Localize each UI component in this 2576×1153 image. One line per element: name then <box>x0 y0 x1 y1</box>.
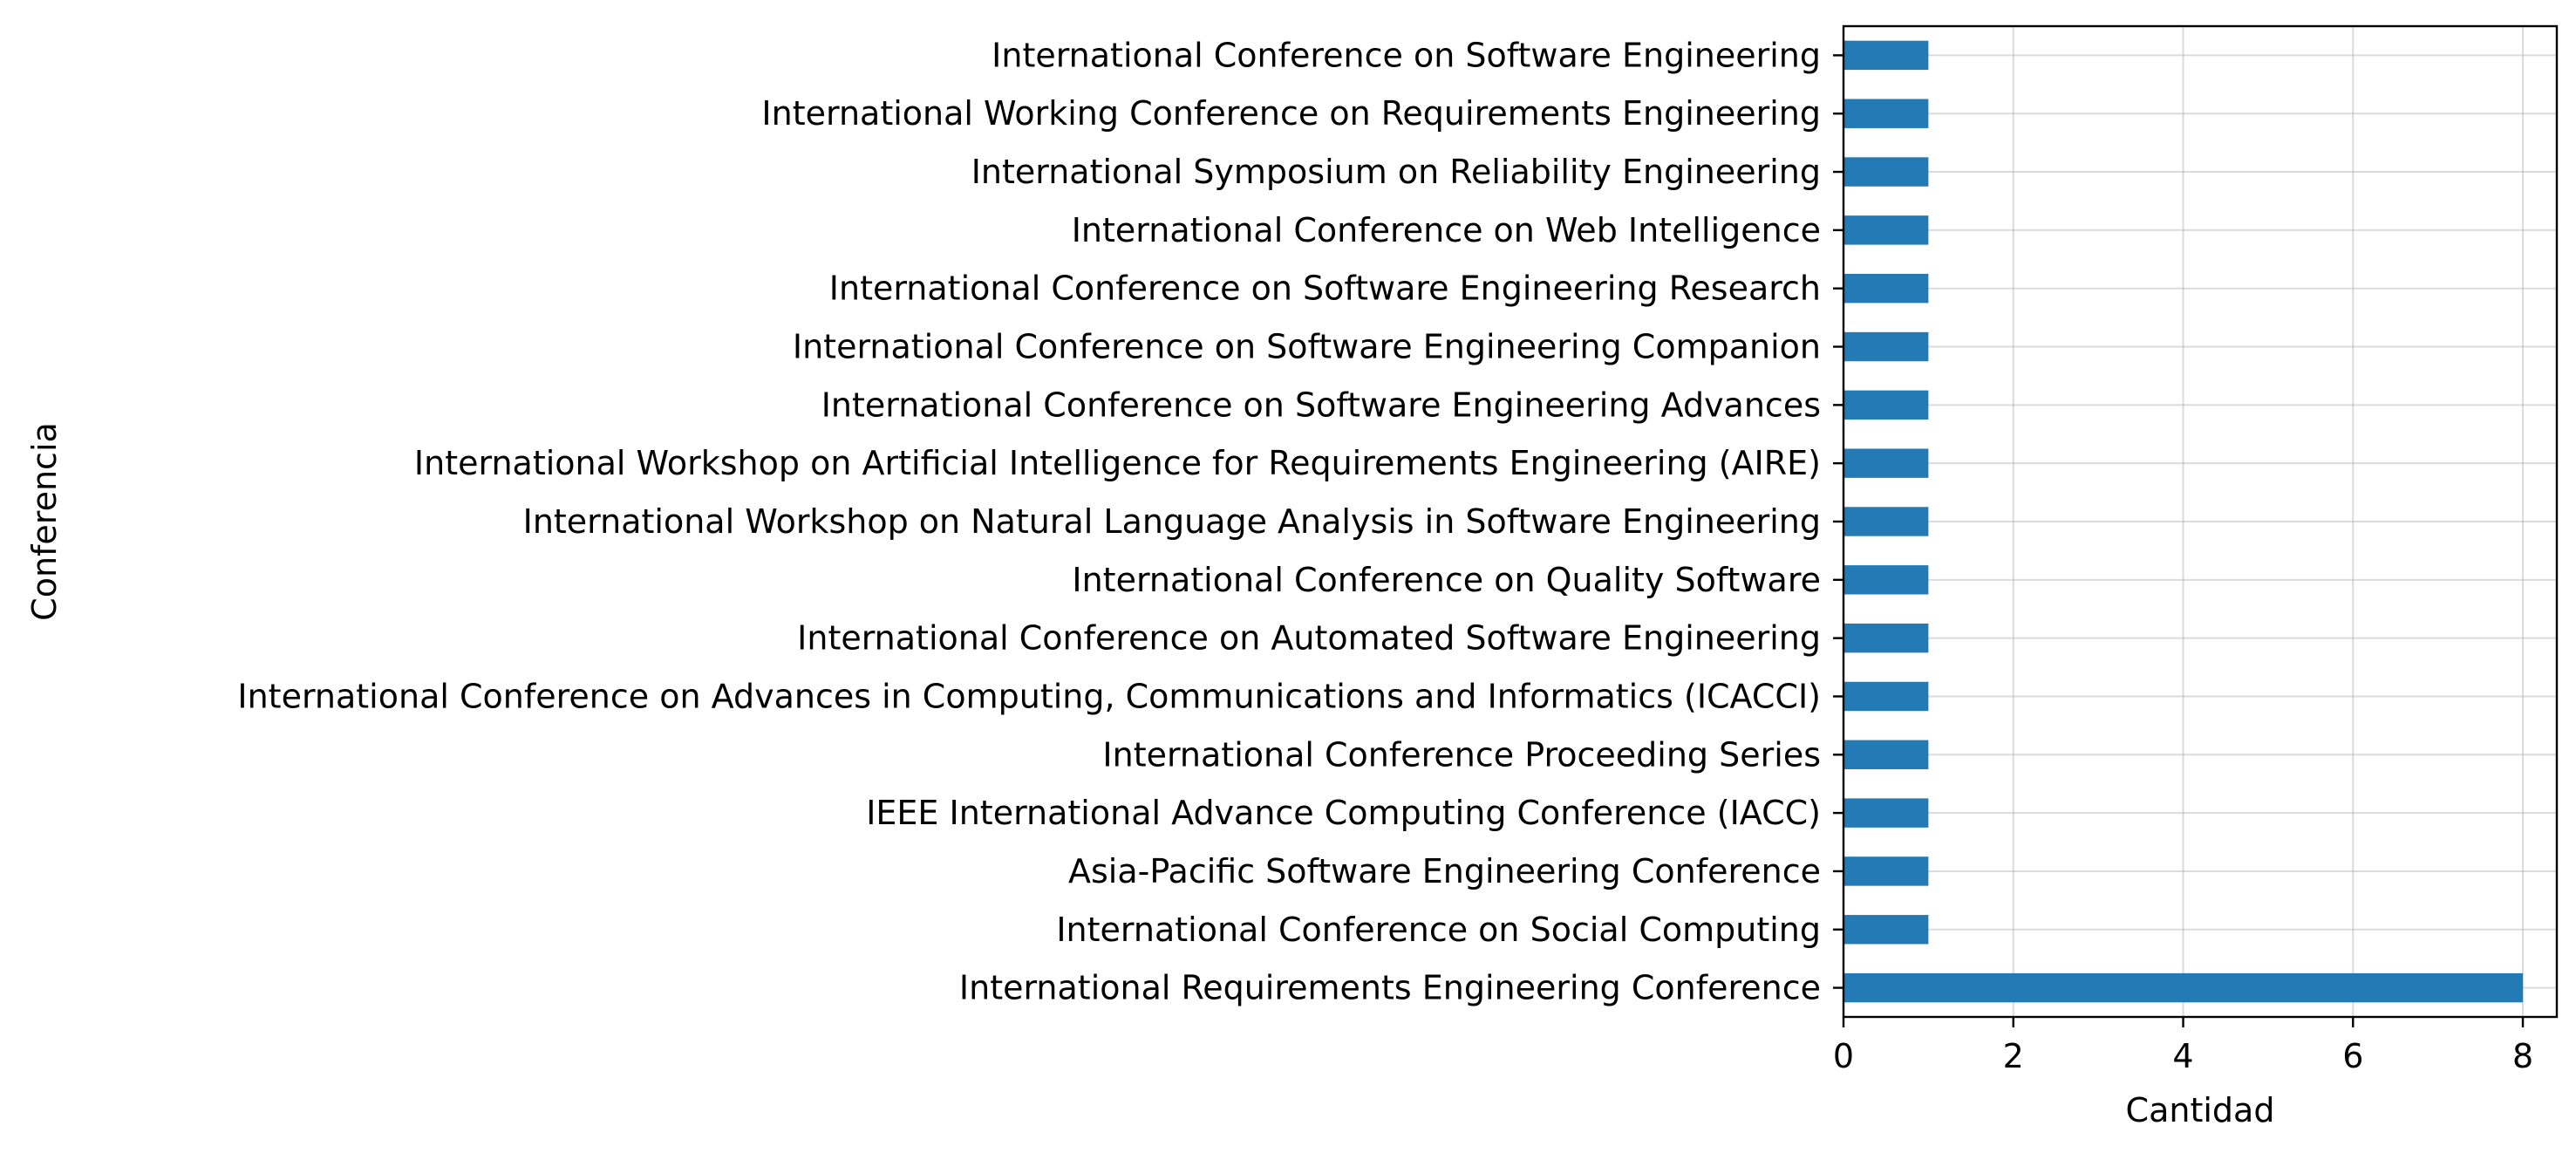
axes <box>1833 24 2559 1027</box>
y-tick-label: International Conference on Social Compu… <box>1056 911 1821 949</box>
y-tick-label: International Workshop on Natural Langua… <box>523 502 1821 541</box>
bar <box>1843 331 1929 362</box>
bar <box>1843 856 1929 886</box>
x-tick-label: 6 <box>2342 1037 2363 1075</box>
bar <box>1843 448 1929 478</box>
labels: Cantidad Conferencia International Confe… <box>25 36 2533 1129</box>
bar <box>1843 507 1929 536</box>
y-tick-label: International Symposium on Reliability E… <box>971 153 1821 191</box>
y-tick-label: IEEE International Advance Computing Con… <box>866 794 1821 832</box>
x-tick-label: 0 <box>1833 1037 1854 1075</box>
x-tick-label: 4 <box>2172 1037 2193 1075</box>
y-axis-label: Conferencia <box>25 422 64 621</box>
bar <box>1843 972 2524 1003</box>
bar <box>1843 915 1929 945</box>
bar <box>1843 274 1929 304</box>
grid <box>1843 26 2557 1017</box>
x-tick-label: 8 <box>2512 1037 2533 1075</box>
bar <box>1843 798 1929 828</box>
bar <box>1843 390 1929 420</box>
bar <box>1843 681 1929 712</box>
y-tick-label: International Conference on Software Eng… <box>793 328 1821 366</box>
y-tick-label: International Conference on Quality Soft… <box>1072 561 1821 599</box>
y-tick-label: Asia-Pacific Software Engineering Confer… <box>1068 852 1821 890</box>
bar <box>1843 565 1929 595</box>
x-tick-label: 2 <box>2003 1037 2024 1075</box>
y-tick-label: International Working Conference on Requ… <box>761 94 1821 133</box>
y-tick-label: International Conference on Software Eng… <box>821 385 1821 424</box>
bars <box>1843 40 2524 1003</box>
bar <box>1843 40 1929 71</box>
bar <box>1843 740 1929 769</box>
y-tick-label: International Conference on Automated So… <box>797 619 1821 658</box>
bar <box>1843 623 1929 653</box>
y-tick-label: International Requirements Engineering C… <box>959 969 1821 1007</box>
y-tick-label: International Workshop on Artificial Int… <box>414 444 1821 482</box>
y-tick-label: International Conference on Software Eng… <box>829 269 1821 308</box>
bar <box>1843 157 1929 187</box>
y-tick-label: International Conference on Advances in … <box>237 677 1821 715</box>
y-tick-label: International Conference on Software Eng… <box>992 36 1821 74</box>
x-axis-label: Cantidad <box>2126 1091 2275 1129</box>
y-tick-label: International Conference on Web Intellig… <box>1072 211 1821 249</box>
bar <box>1843 99 1929 128</box>
y-tick-label: International Conference Proceeding Seri… <box>1102 735 1821 774</box>
bar <box>1843 215 1929 245</box>
